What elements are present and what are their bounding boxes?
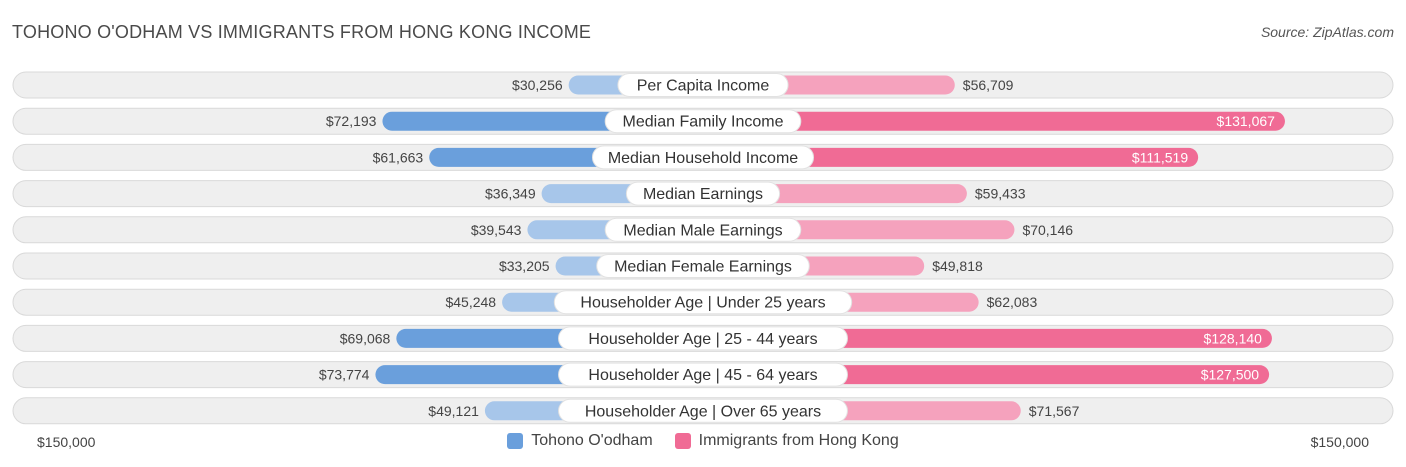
category-pill	[596, 254, 810, 278]
axis-right-label: $150,000	[1310, 434, 1369, 450]
value-label-tohono: $49,121	[428, 403, 479, 419]
value-label-tohono: $45,248	[445, 294, 496, 310]
value-label-tohono: $69,068	[340, 330, 391, 346]
value-label-tohono: $73,774	[319, 367, 370, 383]
bar-hong-kong	[703, 147, 1199, 167]
category-label: Median Male Earnings	[623, 222, 782, 239]
category-pill	[553, 290, 853, 315]
value-label-hong-kong: $49,818	[932, 258, 983, 274]
legend-label-tohono: Tohono O'odham	[531, 432, 653, 449]
category-pill	[558, 362, 848, 387]
category-pill	[625, 181, 781, 206]
value-label-hong-kong: $59,433	[975, 186, 1026, 202]
category-pill	[558, 326, 848, 351]
value-label-hong-kong: $62,083	[987, 294, 1038, 310]
bar-hong-kong	[703, 111, 1285, 131]
category-label: Householder Age | Over 65 years	[585, 403, 821, 420]
legend-swatch-hong-kong	[674, 433, 691, 449]
category-label: Median Female Earnings	[614, 259, 792, 276]
source-note: Source: ZipAtlas.com	[1260, 24, 1394, 40]
category-label: Householder Age | Under 25 years	[580, 295, 825, 312]
value-label-tohono: $61,663	[373, 149, 424, 165]
legend: Tohono O'odham Immigrants from Hong Kong	[0, 432, 1406, 450]
value-label-tohono: $36,349	[485, 186, 536, 202]
value-label-hong-kong: $131,067	[1217, 113, 1276, 129]
legend-label-hong-kong: Immigrants from Hong Kong	[698, 432, 899, 449]
category-pill	[604, 217, 802, 242]
legend-swatch-tohono	[507, 433, 524, 449]
category-label: Householder Age | 25 - 44 years	[588, 331, 817, 348]
category-label: Median Family Income	[623, 114, 784, 131]
category-pill	[604, 109, 802, 134]
value-label-tohono: $30,256	[512, 77, 563, 93]
category-label: Householder Age | 45 - 64 years	[588, 367, 817, 384]
chart-title: TOHONO O'ODHAM VS IMMIGRANTS FROM HONG K…	[12, 22, 592, 42]
category-label: Median Earnings	[643, 186, 763, 203]
axis-left-label: $150,000	[37, 434, 96, 450]
value-label-hong-kong: $111,519	[1132, 149, 1189, 165]
value-label-hong-kong: $71,567	[1029, 403, 1080, 419]
category-pill	[591, 145, 815, 170]
category-label: Per Capita Income	[637, 78, 770, 95]
category-pill	[558, 398, 848, 423]
category-label: Median Household Income	[608, 150, 798, 167]
value-label-hong-kong: $127,500	[1201, 367, 1260, 383]
value-label-tohono: $72,193	[326, 113, 377, 129]
value-label-hong-kong: $70,146	[1022, 222, 1073, 238]
value-label-hong-kong: $128,140	[1204, 330, 1263, 346]
value-label-tohono: $33,205	[499, 258, 550, 274]
value-label-hong-kong: $56,709	[963, 77, 1014, 93]
legend-item-tohono: Tohono O'odham	[507, 432, 653, 450]
legend-item-hong-kong: Immigrants from Hong Kong	[674, 432, 899, 450]
value-label-tohono: $39,543	[471, 222, 522, 238]
category-pill	[617, 73, 789, 97]
